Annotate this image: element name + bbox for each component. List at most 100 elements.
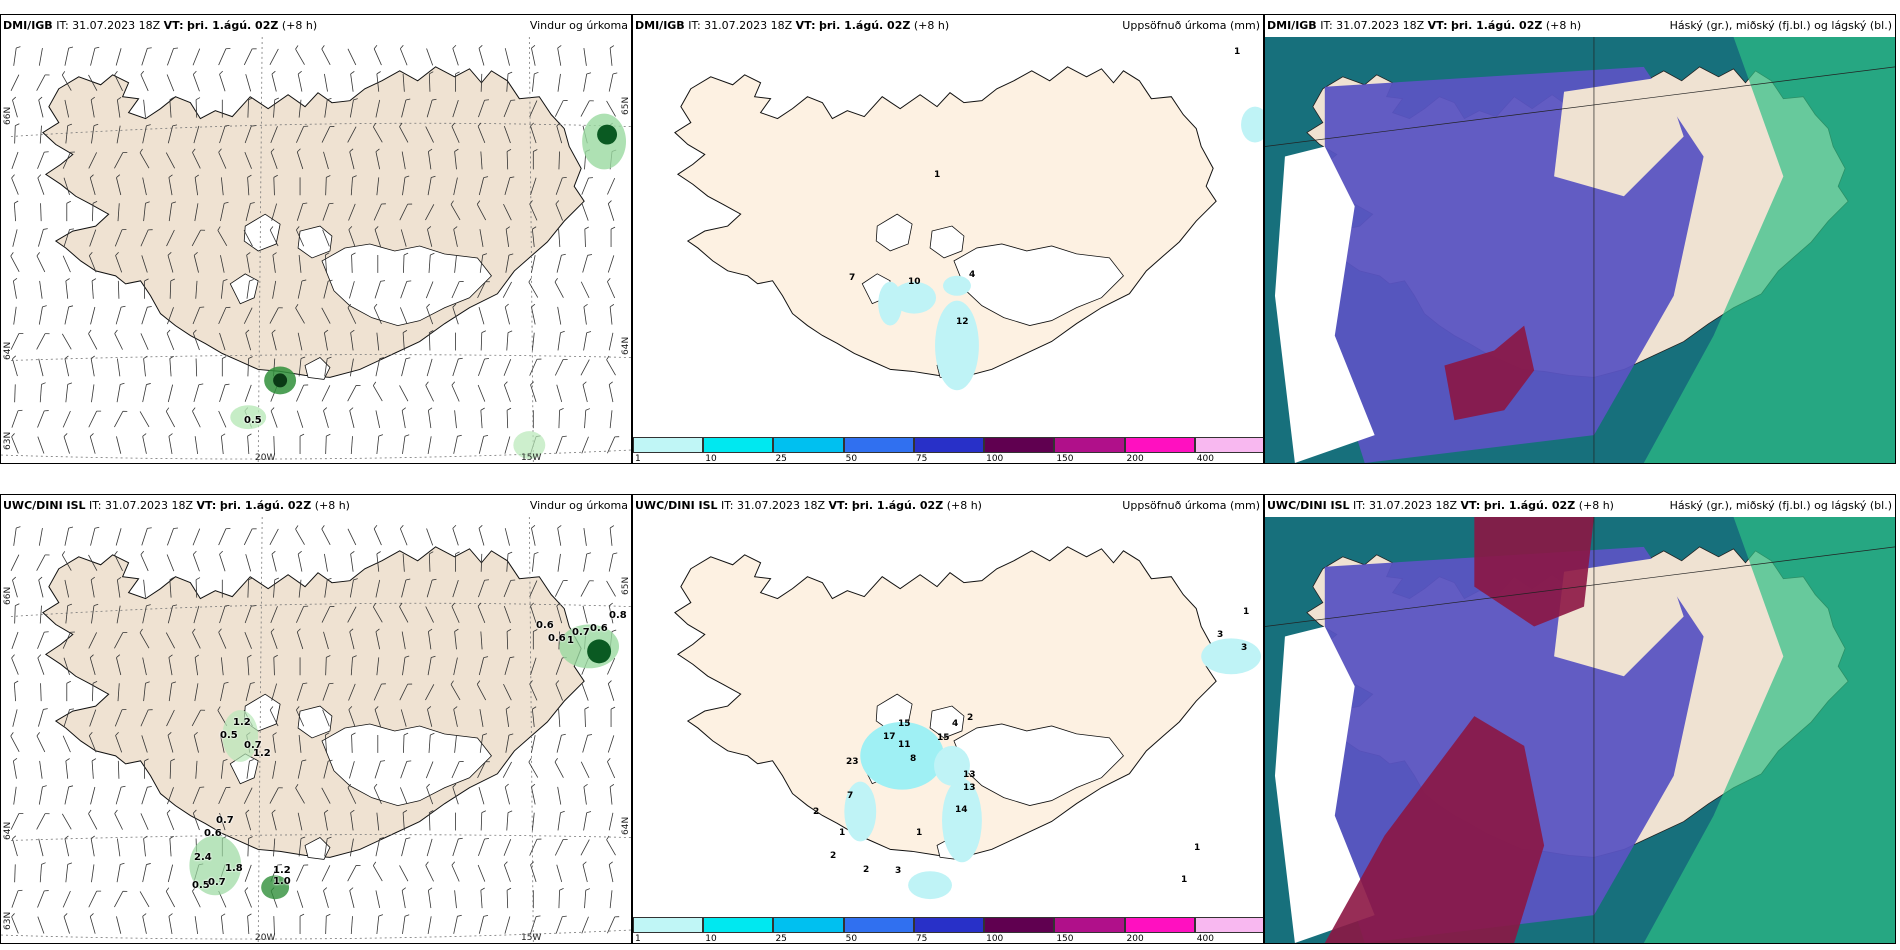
map-area[interactable]	[633, 37, 1263, 435]
wind-barb	[401, 631, 406, 650]
wind-barb-shaft	[503, 100, 512, 118]
wind-barb-shaft	[13, 47, 17, 66]
wind-barb-flag	[248, 97, 253, 101]
wind-barb	[452, 837, 463, 857]
map-area[interactable]	[1, 37, 631, 463]
wind-barb-shaft	[427, 151, 432, 170]
wind-barb-shaft	[270, 606, 278, 623]
wind-barb	[606, 355, 616, 376]
wind-barb-shaft	[376, 657, 380, 676]
wind-barb-shaft	[141, 48, 148, 66]
wind-barb	[143, 201, 150, 222]
wind-barb-shaft	[503, 605, 511, 624]
wind-barb-shaft	[347, 126, 357, 143]
wind-barb-shaft	[218, 528, 227, 546]
wind-barb-shaft	[245, 554, 252, 572]
wind-barb-shaft	[555, 436, 563, 454]
panel-header: DMI/IGB IT: 31.07.2023 18Z VT: þri. 1.ág…	[1265, 15, 1895, 37]
wind-barb	[425, 861, 434, 882]
wind-barb-shaft	[453, 229, 458, 247]
wind-barb-flag	[454, 628, 459, 632]
wind-barb-flag	[452, 524, 457, 529]
wind-barb-flag	[452, 303, 457, 308]
wind-barb-flag	[427, 706, 432, 710]
wind-barb-shaft	[39, 280, 43, 299]
wind-barb-flag	[249, 279, 254, 282]
wind-barb-flag	[586, 72, 592, 75]
wind-barb	[140, 550, 149, 572]
wind-barb-shaft	[65, 760, 69, 779]
wind-barb-shaft	[272, 760, 277, 779]
map-area[interactable]	[1265, 517, 1895, 943]
wind-barb	[247, 836, 253, 857]
wind-barb	[558, 631, 560, 650]
wind-barb	[114, 550, 123, 572]
wind-barb-flag	[117, 96, 122, 101]
wind-barb-shaft	[62, 152, 71, 169]
panel-accum-precip-uwc: UWC/DINI ISL IT: 31.07.2023 18Z VT: þri.…	[632, 494, 1264, 944]
wind-barb-shaft	[321, 606, 331, 623]
wind-barb-shaft	[531, 73, 535, 92]
wind-barb-shaft	[350, 553, 354, 572]
wind-barb-shaft	[192, 813, 200, 831]
wind-barb	[451, 861, 460, 882]
wind-barb-flag	[11, 174, 15, 179]
wind-barb	[323, 407, 329, 428]
wind-barb	[142, 177, 147, 196]
wind-barb-shaft	[502, 281, 512, 298]
wind-barb-flag	[172, 604, 178, 607]
valid-time: þri. 1.ágú. 02Z	[1483, 499, 1576, 512]
wind-barb-shaft	[139, 891, 150, 908]
wind-barb-flag	[326, 433, 331, 437]
wind-barb-shaft	[479, 255, 484, 273]
wind-barb-flag	[353, 578, 358, 581]
lead-time: (+8 h)	[314, 499, 350, 512]
wind-barb	[13, 526, 21, 546]
map-area[interactable]	[633, 517, 1263, 915]
wind-barb	[399, 307, 408, 325]
wind-barb	[503, 683, 512, 701]
wind-barb-flag	[252, 528, 257, 530]
map-area[interactable]	[1, 517, 631, 943]
wind-barb-flag	[329, 606, 335, 607]
colorbar-swatch	[1194, 917, 1263, 933]
wind-barb-shaft	[427, 916, 432, 934]
wind-barb-flag	[271, 329, 276, 334]
wind-barb	[583, 527, 587, 546]
precip-area	[189, 835, 242, 896]
wind-barb	[321, 525, 331, 546]
wind-barb-shaft	[606, 580, 616, 597]
wind-barb-shaft	[167, 48, 174, 66]
wind-barb-flag	[169, 355, 174, 359]
wind-barb-shaft	[584, 709, 586, 728]
wind-barb-flag	[429, 551, 434, 555]
wind-barb-flag	[324, 809, 329, 814]
wind-barb-shaft	[478, 436, 485, 454]
wind-barb	[244, 125, 256, 144]
wind-barb	[480, 330, 487, 351]
wind-barb-shaft	[555, 916, 563, 934]
wind-barb-flag	[89, 174, 94, 178]
wind-barb	[36, 74, 50, 91]
wind-barb-flag	[583, 783, 588, 788]
wind-barb	[295, 783, 305, 804]
wind-barb-shaft	[350, 657, 353, 676]
wind-barb-flag	[328, 202, 334, 205]
wind-barb-shaft	[609, 786, 613, 805]
wind-barb-shaft	[372, 126, 383, 143]
low-cloud-area	[1643, 517, 1895, 943]
colorbar-tick-label: 150	[1056, 454, 1074, 464]
wind-barb	[454, 148, 459, 170]
wind-barb	[531, 71, 539, 92]
wind-barb-shaft	[40, 683, 42, 702]
wind-barb-shaft	[558, 890, 560, 909]
wind-barb-flag	[348, 706, 353, 710]
wind-barb-shaft	[10, 813, 20, 830]
wind-barb	[62, 735, 71, 753]
wind-barb	[271, 203, 277, 221]
wind-barb-shaft	[36, 813, 46, 830]
wind-barb-flag	[297, 70, 302, 75]
precip-value-label: 14	[955, 805, 968, 815]
wind-barb-flag	[173, 527, 179, 529]
map-area[interactable]	[1265, 37, 1895, 463]
